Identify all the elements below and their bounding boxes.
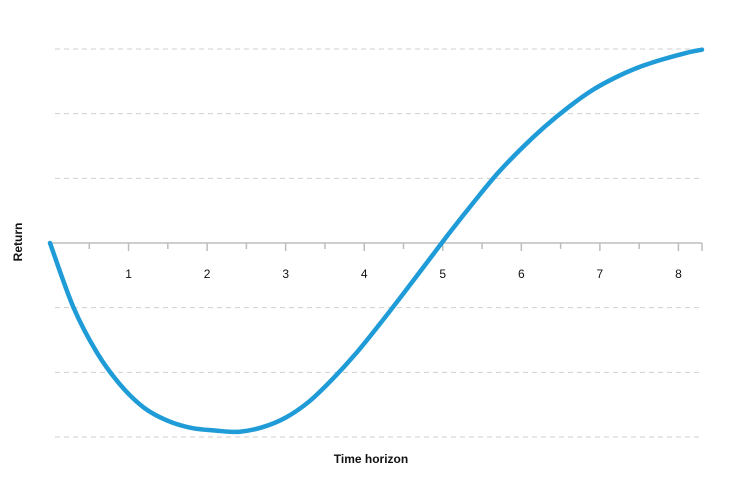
- x-tick-label: 4: [361, 267, 368, 281]
- x-tick-label: 1: [125, 267, 132, 281]
- x-tick-label: 3: [282, 267, 289, 281]
- x-tick-label: 8: [675, 267, 682, 281]
- y-axis-label: Return: [11, 223, 25, 262]
- x-tick-label: 7: [597, 267, 604, 281]
- x-tick-label: 5: [439, 267, 446, 281]
- x-tick-label: 2: [204, 267, 211, 281]
- x-ticks: 1 2 3 4 5 6 7 8: [88, 243, 703, 281]
- series-group: [47, 47, 705, 435]
- series-line: [47, 47, 705, 435]
- x-tick-label: 6: [518, 267, 525, 281]
- x-axis-label: Time horizon: [334, 452, 408, 466]
